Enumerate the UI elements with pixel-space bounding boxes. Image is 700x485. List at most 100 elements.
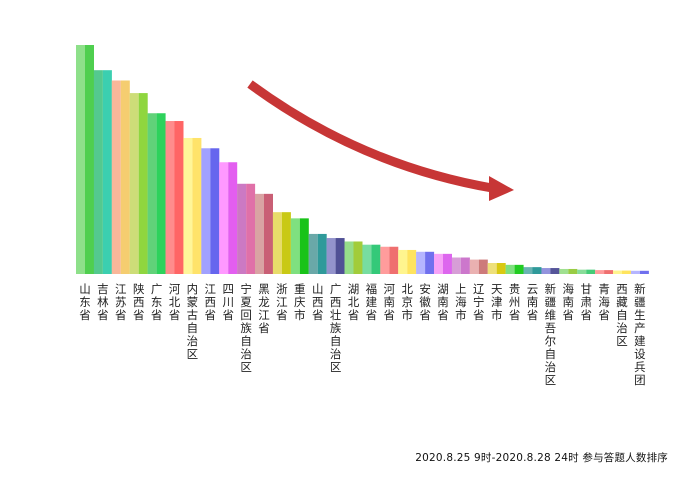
bar-3-left: [111, 80, 121, 275]
bar-29-right: [586, 269, 596, 274]
category-label-25: 贵州省: [509, 282, 521, 322]
bar-25-left: [505, 264, 515, 274]
bar-17-left: [362, 244, 372, 274]
bar-7-left: [183, 137, 193, 274]
category-label-9: 四川省: [222, 282, 234, 322]
bar-2-left: [93, 70, 103, 274]
trend-arrow: [247, 80, 514, 201]
category-labels: 山东省吉林省江苏省陕西省广东省河北省内蒙古自治区江西省四川省宁夏回族自治区黑龙江…: [79, 282, 646, 387]
bar-18-left: [380, 246, 390, 274]
category-label-23: 辽宁省: [473, 282, 485, 322]
category-label-5: 广东省: [151, 282, 163, 322]
bar-31-right: [622, 270, 631, 274]
bar-25-right: [514, 264, 524, 274]
category-label-18: 河南省: [384, 282, 396, 322]
chart-caption: 2020.8.25 9时-2020.8.28 24时 参与答题人数排序: [415, 452, 668, 464]
bar-11-right: [264, 193, 273, 274]
bar-16-right: [353, 241, 363, 274]
category-label-20: 安徽省: [419, 282, 431, 322]
bar-5-left: [147, 113, 157, 274]
bar-22-right: [460, 257, 470, 274]
bar-20-right: [425, 251, 435, 274]
bar-26-right: [532, 267, 542, 274]
bar-14-left: [308, 233, 318, 274]
bar-11-left: [255, 193, 264, 274]
bar-24-right: [496, 263, 506, 274]
bar-26-left: [523, 267, 533, 274]
bar-27-left: [541, 268, 551, 274]
bar-4-right: [138, 93, 148, 274]
bar-13-right: [299, 218, 309, 274]
category-label-12: 浙江省: [276, 282, 288, 322]
bar-16-left: [344, 241, 354, 274]
category-label-32: 新疆生产建设兵团: [634, 282, 646, 387]
bar-3-right: [120, 80, 130, 275]
bar-28-left: [559, 268, 569, 274]
bar-32-right: [639, 270, 649, 274]
bar-21-right: [443, 253, 452, 274]
category-label-24: 天津市: [491, 282, 503, 322]
category-label-29: 甘肃省: [580, 282, 592, 322]
category-label-6: 河北省: [169, 282, 181, 322]
bar-15-right: [335, 238, 345, 274]
bar-1-left: [76, 45, 85, 274]
bar-9-left: [219, 162, 229, 274]
bar-29-left: [577, 269, 587, 274]
bar-21-left: [434, 253, 443, 274]
bar-12-right: [281, 212, 291, 274]
bar-18-right: [389, 246, 399, 274]
bar-10-right: [246, 183, 256, 274]
category-label-2: 吉林省: [97, 282, 109, 322]
category-label-16: 湖北省: [348, 282, 360, 322]
bars-group: [76, 45, 649, 275]
bar-27-right: [550, 268, 560, 274]
bar-8-right: [210, 148, 220, 274]
bar-24-left: [487, 263, 497, 274]
bar-5-right: [156, 113, 166, 274]
category-label-10: 宁夏回族自治区: [240, 282, 252, 374]
category-label-30: 青海省: [598, 282, 610, 322]
category-label-4: 陕西省: [133, 282, 145, 322]
bar-30-right: [604, 270, 614, 274]
category-label-15: 广西壮族自治区: [330, 282, 342, 374]
category-label-11: 黑龙江省: [258, 282, 270, 335]
bar-28-right: [568, 268, 578, 274]
bar-13-left: [290, 218, 300, 274]
bar-7-right: [192, 137, 202, 274]
bar-9-right: [228, 162, 238, 274]
bar-6-right: [174, 121, 184, 274]
category-label-31: 西藏自治区: [616, 282, 628, 348]
bar-32-left: [630, 270, 640, 274]
bar-19-left: [398, 249, 408, 274]
bar-31-left: [613, 270, 622, 274]
category-label-17: 福建省: [366, 282, 378, 322]
bar-17-right: [371, 244, 381, 274]
bar-4-left: [129, 93, 139, 274]
category-label-19: 北京市: [401, 282, 413, 322]
bar-20-left: [416, 251, 426, 274]
category-label-28: 海南省: [563, 282, 575, 322]
bar-6-left: [165, 121, 175, 274]
trend-arrow-curve: [247, 80, 493, 193]
trend-arrow-head: [489, 176, 514, 201]
category-label-22: 上海市: [455, 282, 467, 322]
category-label-8: 江西省: [205, 282, 217, 322]
bar-12-left: [272, 212, 282, 274]
category-label-7: 内蒙古自治区: [187, 282, 199, 361]
bar-10-left: [237, 183, 247, 274]
bar-8-left: [201, 148, 211, 274]
bar-2-right: [102, 70, 112, 274]
category-label-21: 湖南省: [437, 282, 449, 322]
bar-1-right: [85, 45, 94, 274]
bar-19-right: [407, 249, 417, 274]
bar-23-left: [469, 259, 479, 274]
bar-23-right: [478, 259, 488, 274]
category-label-1: 山东省: [79, 282, 91, 322]
category-label-13: 重庆市: [294, 282, 306, 322]
bar-30-left: [595, 270, 605, 274]
category-label-14: 山西省: [312, 282, 324, 322]
category-label-3: 江苏省: [115, 282, 127, 322]
bar-22-left: [451, 257, 461, 274]
bar-14-right: [317, 233, 327, 274]
